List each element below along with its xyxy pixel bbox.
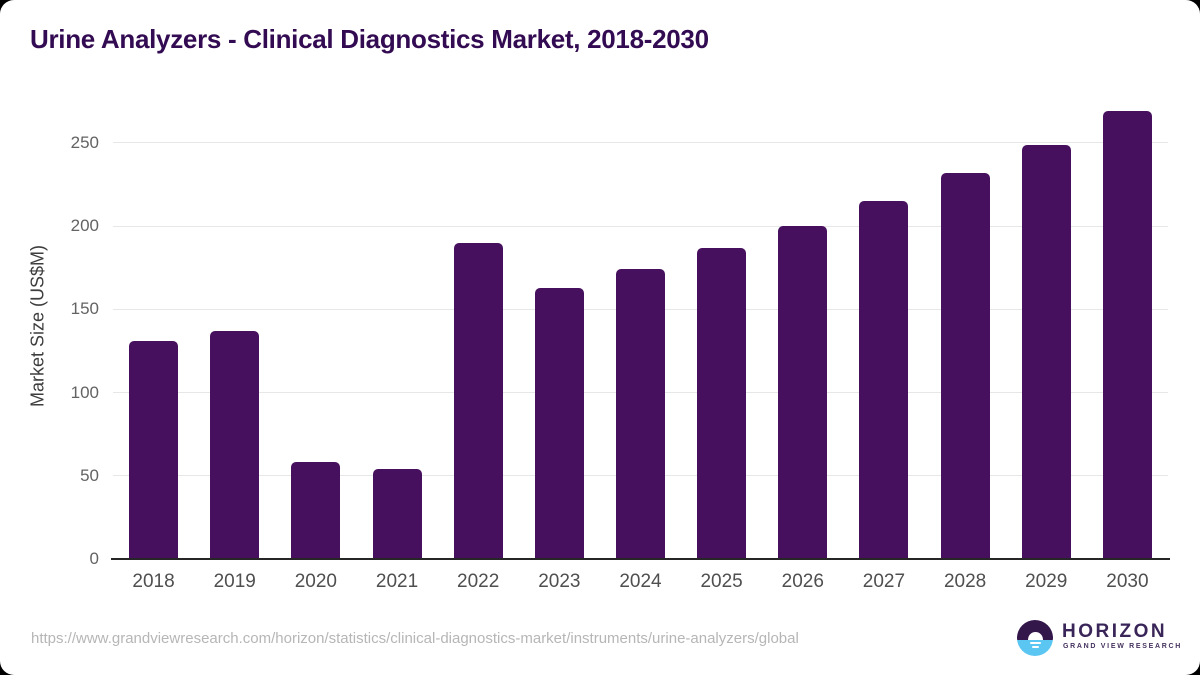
x-tick-label: 2030 xyxy=(1106,571,1149,592)
horizon-logo: HORIZON GRAND VIEW RESEARCH xyxy=(1017,620,1180,660)
logo-reflection-line xyxy=(1029,642,1041,644)
x-tick-label: 2021 xyxy=(375,571,419,592)
y-tick-label: 250 xyxy=(70,132,99,152)
bar-2021 xyxy=(372,469,422,559)
source-url: https://www.grandviewresearch.com/horizo… xyxy=(31,630,799,647)
x-tick-label: 2029 xyxy=(1025,571,1068,592)
x-axis-line xyxy=(111,558,1170,560)
x-tick-label: 2027 xyxy=(862,571,906,592)
x-tick-label: 2020 xyxy=(294,571,337,592)
y-tick-label: 0 xyxy=(89,549,99,568)
x-tick-label: 2025 xyxy=(700,571,743,592)
logo-subtitle: GRAND VIEW RESEARCH xyxy=(1063,643,1183,650)
logo-name: HORIZON xyxy=(1062,621,1168,642)
gridline xyxy=(113,142,1168,144)
logo-reflection-line xyxy=(1031,646,1039,648)
x-tick-label: 2028 xyxy=(943,571,987,592)
bar-2027 xyxy=(859,201,909,559)
bar-2030 xyxy=(1102,111,1152,559)
logo-sea xyxy=(1017,640,1053,656)
y-tick-label: 200 xyxy=(70,216,99,236)
bar-2028 xyxy=(940,172,990,559)
bar-2029 xyxy=(1021,144,1071,559)
bar-2018 xyxy=(129,340,179,559)
horizon-logo-icon xyxy=(1017,620,1053,656)
logo-sun-icon xyxy=(1027,632,1043,640)
y-tick-label: 50 xyxy=(80,465,99,485)
x-tick-label: 2019 xyxy=(213,571,256,592)
x-tick-label: 2018 xyxy=(132,571,175,592)
bar-2026 xyxy=(778,226,828,559)
bar-2022 xyxy=(453,242,503,559)
y-tick-label: 150 xyxy=(70,299,99,319)
bar-2023 xyxy=(534,287,584,559)
bar-2024 xyxy=(616,269,665,559)
x-tick-label: 2026 xyxy=(781,571,824,592)
logo-sky xyxy=(1017,620,1053,640)
x-tick-label: 2024 xyxy=(619,571,662,592)
chart-title: Urine Analyzers - Clinical Diagnostics M… xyxy=(30,24,709,54)
x-tick-label: 2022 xyxy=(457,571,500,592)
x-tick-label: 2023 xyxy=(538,571,581,592)
gridline xyxy=(113,225,1168,227)
bar-2025 xyxy=(697,247,747,559)
y-tick-label: 100 xyxy=(70,382,99,402)
bar-2020 xyxy=(291,462,341,559)
bar-2019 xyxy=(210,330,260,559)
